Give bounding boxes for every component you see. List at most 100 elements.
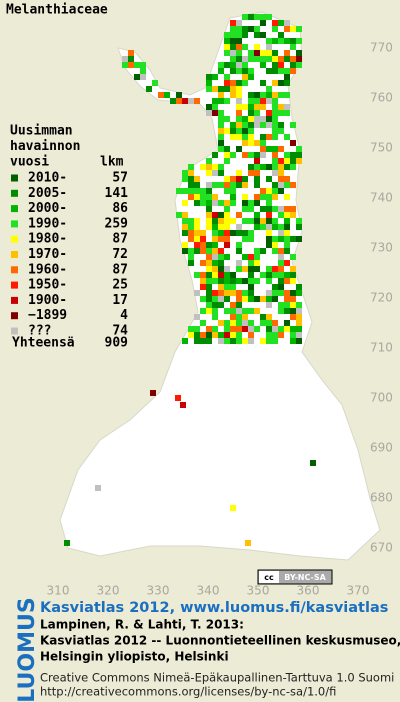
record-square bbox=[206, 266, 212, 272]
record-square bbox=[254, 326, 260, 332]
record-square bbox=[236, 326, 242, 332]
record-square bbox=[212, 170, 218, 176]
record-square bbox=[272, 62, 278, 68]
record-square bbox=[236, 62, 242, 68]
record-square bbox=[272, 128, 278, 134]
record-square bbox=[134, 62, 140, 68]
record-square bbox=[254, 176, 260, 182]
record-square bbox=[272, 182, 278, 188]
record-square bbox=[248, 326, 254, 332]
record-square bbox=[296, 224, 302, 230]
record-square bbox=[236, 98, 242, 104]
record-square bbox=[260, 146, 266, 152]
record-square bbox=[290, 302, 296, 308]
record-square bbox=[212, 218, 218, 224]
legend-label: 2010- bbox=[28, 171, 67, 186]
record-square bbox=[278, 254, 284, 260]
legend-total-label: Yhteensä bbox=[12, 336, 75, 351]
record-square bbox=[266, 200, 272, 206]
record-square bbox=[266, 212, 272, 218]
record-square bbox=[254, 56, 260, 62]
record-square bbox=[242, 308, 248, 314]
record-square bbox=[218, 320, 224, 326]
record-square bbox=[236, 224, 242, 230]
record-square bbox=[254, 164, 260, 170]
record-square bbox=[200, 200, 206, 206]
record-square bbox=[224, 266, 230, 272]
record-square bbox=[254, 308, 260, 314]
record-square bbox=[266, 116, 272, 122]
record-square bbox=[188, 224, 194, 230]
record-square bbox=[200, 320, 206, 326]
record-square bbox=[236, 92, 242, 98]
record-square bbox=[218, 146, 224, 152]
record-square bbox=[272, 296, 278, 302]
record-square bbox=[236, 260, 242, 266]
record-square bbox=[242, 128, 248, 134]
record-square bbox=[224, 32, 230, 38]
footer-link[interactable]: Kasviatlas 2012, www.luomus.fi/kasviatla… bbox=[40, 600, 388, 616]
record-square bbox=[224, 320, 230, 326]
record-square bbox=[128, 56, 134, 62]
record-square bbox=[182, 248, 188, 254]
record-square bbox=[248, 338, 254, 344]
record-square bbox=[230, 176, 236, 182]
record-square bbox=[272, 68, 278, 74]
record-square bbox=[284, 302, 290, 308]
record-square bbox=[188, 194, 194, 200]
record-square bbox=[230, 188, 236, 194]
record-square bbox=[290, 38, 296, 44]
record-square bbox=[224, 212, 230, 218]
record-square bbox=[248, 278, 254, 284]
record-square bbox=[254, 158, 260, 164]
legend-label: 2000- bbox=[28, 201, 67, 216]
record-square bbox=[278, 278, 284, 284]
record-square bbox=[188, 236, 194, 242]
record-square bbox=[230, 182, 236, 188]
record-square bbox=[212, 326, 218, 332]
record-square bbox=[260, 98, 266, 104]
record-square bbox=[218, 86, 224, 92]
record-square bbox=[242, 26, 248, 32]
record-square bbox=[236, 110, 242, 116]
y-tick-label: 760 bbox=[370, 91, 393, 105]
record-square bbox=[212, 152, 218, 158]
record-square bbox=[248, 14, 254, 20]
record-square bbox=[188, 218, 194, 224]
record-square bbox=[230, 86, 236, 92]
record-square bbox=[284, 224, 290, 230]
record-square bbox=[278, 146, 284, 152]
record-square bbox=[194, 338, 200, 344]
legend-swatch bbox=[11, 235, 18, 243]
record-square bbox=[170, 98, 176, 104]
record-square bbox=[284, 164, 290, 170]
record-square bbox=[176, 98, 182, 104]
record-square bbox=[272, 134, 278, 140]
record-square bbox=[254, 218, 260, 224]
record-square bbox=[248, 200, 254, 206]
record-square bbox=[150, 390, 156, 396]
record-square bbox=[254, 224, 260, 230]
record-square bbox=[284, 296, 290, 302]
record-square bbox=[212, 308, 218, 314]
record-square bbox=[188, 164, 194, 170]
record-square bbox=[188, 182, 194, 188]
record-square bbox=[254, 254, 260, 260]
record-square bbox=[206, 206, 212, 212]
record-square bbox=[218, 98, 224, 104]
record-square bbox=[212, 242, 218, 248]
record-square bbox=[236, 20, 242, 26]
record-square bbox=[272, 38, 278, 44]
legend-swatch bbox=[11, 251, 18, 258]
record-square bbox=[272, 188, 278, 194]
record-square bbox=[242, 200, 248, 206]
record-square bbox=[296, 326, 302, 332]
record-square bbox=[224, 290, 230, 296]
record-square bbox=[272, 152, 278, 158]
record-square bbox=[290, 158, 296, 164]
record-square bbox=[290, 308, 296, 314]
record-square bbox=[266, 44, 272, 50]
record-square bbox=[266, 272, 272, 278]
record-square bbox=[242, 74, 248, 80]
record-square bbox=[284, 290, 290, 296]
